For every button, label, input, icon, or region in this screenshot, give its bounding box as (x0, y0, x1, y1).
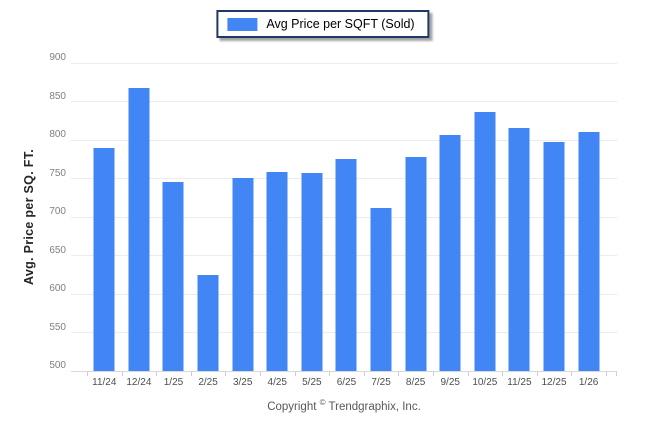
plot-area: 500 550 600 650 700 750 800 850 900 11/24 12/24 1/2… (49, 53, 617, 388)
bar-cell: 8/25 (398, 63, 433, 388)
x-axis-tick (571, 371, 573, 376)
x-tick-label: 3/25 (232, 377, 253, 388)
x-axis-end-tick (616, 371, 617, 376)
bar-3/25 (232, 177, 254, 371)
y-gridline (71, 62, 617, 64)
y-gridline (71, 139, 617, 141)
y-axis-title-wrap: Avg. Price per SQ. FT. (16, 63, 42, 371)
x-axis-tick (502, 371, 504, 376)
x-tick-label: 12/25 (541, 377, 567, 388)
legend-swatch (227, 17, 258, 31)
bar-cell: 11/25 (502, 63, 537, 388)
bar-11/25 (508, 127, 530, 371)
copyright-suffix: Trendgraphix, Inc. (325, 400, 421, 413)
x-tick-label: 8/25 (405, 377, 426, 388)
bar-8/25 (405, 156, 427, 371)
y-gridline (71, 101, 617, 102)
x-axis-tick (329, 371, 331, 376)
bar-cell: 3/25 (225, 63, 260, 388)
y-tick-label: 900 (49, 52, 66, 63)
bar-6/25 (335, 159, 357, 371)
x-tick-label: 2/25 (198, 377, 218, 388)
x-axis-tick (433, 371, 434, 376)
x-axis-tick (363, 371, 365, 376)
bar-cell: 9/25 (433, 63, 468, 388)
x-axis-baseline (71, 370, 617, 372)
x-tick-label: 6/25 (336, 377, 357, 388)
bar-cell: 12/25 (537, 63, 572, 388)
x-axis-tick (156, 371, 158, 376)
x-axis-tick (87, 371, 88, 376)
copyright-prefix: Copyright (267, 400, 317, 413)
x-tick-label: 9/25 (440, 377, 460, 388)
legend-label: Avg Price per SQFT (Sold) (266, 17, 415, 31)
bar-12/25 (543, 141, 565, 371)
x-axis-tick (398, 371, 400, 376)
bar-cell: 10/25 (468, 63, 503, 388)
x-axis-tick (467, 371, 469, 376)
y-tick-label: 650 (49, 244, 66, 256)
bar-10/25 (474, 111, 496, 371)
x-tick-label: 5/25 (302, 377, 322, 388)
x-tick-label: 1/26 (578, 377, 599, 388)
bar-11/24 (93, 148, 115, 371)
x-tick-label: 12/24 (126, 377, 152, 388)
x-tick-label: 10/25 (472, 377, 498, 388)
bar-1/25 (162, 182, 184, 371)
chart-legend: Avg Price per SQFT (Sold) (216, 10, 430, 38)
x-axis-tick (190, 371, 192, 376)
bar-5/25 (301, 173, 323, 371)
bar-cell: 12/24 (122, 63, 157, 388)
copyright-symbol: © (319, 398, 326, 407)
x-axis-tick (225, 371, 227, 376)
bar-4/25 (266, 172, 288, 371)
x-axis-tick (536, 371, 538, 376)
y-tick-label: 500 (49, 360, 66, 371)
x-tick-label: 1/25 (163, 377, 184, 388)
x-axis-tick (121, 371, 123, 376)
bar-7/25 (370, 207, 392, 371)
bar-2/25 (197, 274, 219, 371)
bar-cell: 4/25 (260, 63, 295, 388)
x-axis-tick (606, 371, 607, 376)
bar-1/26 (578, 132, 600, 371)
y-tick-label: 700 (49, 206, 66, 217)
bar-12/24 (128, 87, 150, 371)
bars-row: 11/24 12/24 1/25 2/25 3/25 4/25 5/25 6/25 7/25 8/… (87, 63, 607, 388)
bar-9/25 (439, 134, 461, 371)
bar-cell: 11/24 (87, 63, 122, 388)
x-axis-tick (260, 371, 261, 376)
bar-cell: 1/26 (571, 63, 606, 388)
y-tick-label: 600 (49, 283, 66, 294)
bar-cell: 2/25 (191, 63, 226, 388)
bar-cell: 1/25 (156, 63, 191, 388)
bar-cell: 5/25 (295, 63, 330, 388)
x-tick-label: 7/25 (371, 377, 391, 388)
y-axis-title: Avg. Price per SQ. FT. (22, 148, 37, 286)
bar-cell: 7/25 (364, 63, 399, 388)
y-tick-label: 550 (49, 321, 66, 333)
y-tick-label: 800 (49, 129, 66, 140)
y-tick-label: 850 (49, 90, 66, 102)
copyright-text: Copyright © Trendgraphix, Inc. (71, 398, 617, 413)
y-tick-label: 750 (49, 167, 66, 179)
x-tick-label: 11/25 (507, 377, 532, 388)
bar-cell: 6/25 (329, 63, 364, 388)
x-tick-label: 4/25 (267, 377, 287, 388)
x-axis-tick (294, 371, 296, 376)
x-tick-label: 11/24 (92, 377, 117, 388)
